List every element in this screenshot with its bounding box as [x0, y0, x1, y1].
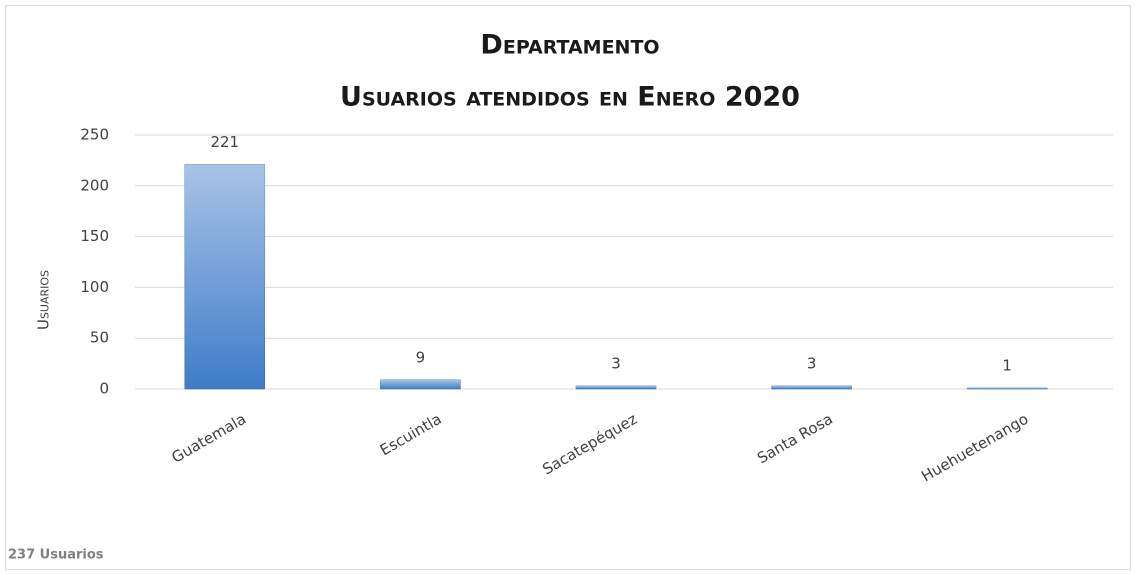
value-label: 221 [210, 133, 239, 151]
value-label: 3 [807, 354, 817, 372]
bar-shine [771, 385, 852, 389]
y-axis-title: Usuarios [35, 270, 53, 330]
bar-shine [380, 379, 461, 389]
x-tick-label: Sacatepéquez [539, 410, 640, 479]
x-tick-label: Santa Rosa [754, 410, 836, 468]
bar-shine [184, 164, 265, 389]
chart-title: Departamento [480, 30, 659, 61]
bar-shine [576, 385, 656, 389]
y-tick-label: 150 [80, 227, 109, 245]
annotation: 237 Usuarios [8, 548, 104, 563]
y-tick-label: 200 [80, 176, 109, 194]
value-label: 9 [416, 348, 426, 366]
y-tick-label: 250 [80, 126, 109, 144]
y-tick-label: 50 [90, 329, 109, 347]
bar-shine [967, 387, 1048, 389]
y-tick-label: 100 [80, 278, 109, 296]
x-tick-label: Escuintla [377, 410, 445, 460]
x-tick-label: Guatemala [169, 410, 250, 467]
chart-subtitle: Usuarios atendidos en Enero 2020 [340, 82, 800, 113]
x-tick-label: Huehuetenango [918, 410, 1031, 486]
value-label: 3 [611, 354, 621, 372]
value-label: 1 [1002, 356, 1012, 374]
y-tick-label: 0 [99, 380, 109, 398]
